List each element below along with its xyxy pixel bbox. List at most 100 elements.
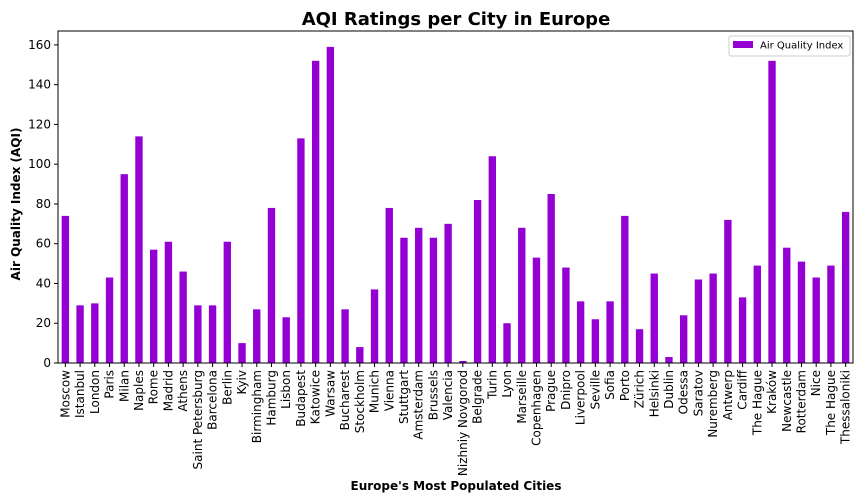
y-tick-label: 100: [28, 157, 51, 171]
x-tick-label: The Hague: [824, 370, 838, 436]
bar: [179, 271, 187, 363]
x-tick-label: Kyiv: [235, 370, 249, 395]
x-tick-label: Belgrade: [471, 370, 485, 424]
bar: [459, 361, 467, 363]
x-tick-label: Milan: [117, 370, 131, 402]
bar: [61, 215, 70, 363]
x-tick-label: Thessaloniki: [839, 370, 853, 445]
bar: [370, 289, 379, 363]
legend-swatch: [733, 41, 753, 48]
x-tick-label: Vienna: [382, 370, 396, 411]
x-tick-label: Naples: [132, 370, 146, 411]
bar: [650, 273, 658, 363]
bar: [267, 207, 276, 363]
x-tick-label: Moscow: [58, 370, 72, 418]
y-tick-label: 80: [36, 197, 51, 211]
bar: [297, 138, 305, 363]
y-tick-label: 0: [43, 356, 51, 370]
x-tick-label: Bucharest: [338, 370, 352, 431]
x-tick-label: Valencia: [441, 370, 455, 420]
x-tick-label: Rome: [147, 370, 161, 404]
y-tick-label: 120: [28, 117, 51, 131]
x-tick-label: Stuttgart: [397, 370, 411, 424]
bar: [783, 247, 791, 363]
bar: [532, 257, 541, 363]
y-tick-label: 40: [36, 276, 51, 290]
bar: [253, 309, 261, 363]
bar: [105, 277, 114, 363]
x-tick-label: Birmingham: [250, 370, 264, 443]
x-tick-label: Newcastle: [780, 370, 794, 432]
x-tick-label: Prague: [544, 370, 558, 412]
x-tick-label: Copenhagen: [529, 370, 543, 446]
x-tick-label: Barcelona: [206, 370, 220, 430]
legend: Air Quality Index: [728, 35, 851, 57]
x-tick-label: Lisbon: [279, 370, 293, 409]
x-tick-label: Stockholm: [353, 370, 367, 433]
x-tick-label: Nizhniy Novgorod: [456, 370, 470, 476]
x-tick-label: Zürich: [633, 370, 647, 408]
x-tick-label: Dublin: [662, 370, 676, 409]
bar: [326, 46, 335, 364]
bar: [135, 136, 143, 363]
x-tick-label: Seville: [588, 370, 602, 410]
bar: [473, 199, 482, 363]
x-tick-label: Nice: [809, 370, 823, 396]
bar: [208, 305, 217, 363]
bar: [562, 267, 570, 363]
bar: [547, 194, 555, 363]
x-tick-label: London: [88, 370, 102, 414]
x-tick-label: Marseille: [515, 370, 529, 424]
x-tick-label: Dnipro: [559, 370, 573, 410]
plot-frame: [57, 30, 854, 364]
legend-label: Air Quality Index: [760, 41, 843, 52]
bar: [76, 305, 84, 363]
y-tick-label: 60: [36, 237, 51, 251]
x-tick-label: Paris: [103, 370, 117, 399]
y-axis-label: Air Quality Index (AQI): [9, 128, 23, 281]
bar: [738, 297, 747, 363]
bar: [694, 279, 703, 363]
bar: [356, 347, 364, 363]
bar: [576, 301, 585, 363]
bar: [606, 301, 614, 363]
bar: [164, 241, 173, 363]
x-tick-label: Antwerp: [721, 370, 735, 420]
bar: [488, 156, 496, 363]
bar: [282, 317, 290, 363]
y-tick-label: 20: [36, 316, 51, 330]
bar: [753, 265, 761, 363]
x-tick-label: The Hague: [750, 370, 764, 436]
chart-title: AQI Ratings per City in Europe: [302, 9, 611, 30]
plot-area: 0 20 40 60 80 100 120 140 160 Moscow Istanbul Londo…: [28, 30, 854, 476]
bar: [621, 215, 629, 363]
y-tick-label: 160: [28, 38, 51, 52]
bar: [238, 343, 246, 363]
x-tick-label: Saratov: [691, 370, 705, 416]
bar: [120, 174, 128, 363]
bar: [341, 309, 349, 363]
x-tick-label: Berlin: [220, 370, 234, 405]
bar: [709, 273, 717, 363]
bar: [841, 211, 850, 363]
x-tick-label: Budapest: [294, 370, 308, 427]
x-tick-label: Kraków: [765, 370, 779, 414]
bar: [400, 237, 408, 363]
x-tick-label: Rotterdam: [794, 370, 808, 433]
x-tick-label: Istanbul: [73, 370, 87, 418]
bar: [311, 60, 320, 363]
x-tick-label: Katowice: [309, 370, 323, 424]
bar: [194, 305, 202, 363]
bar: [827, 265, 835, 363]
x-tick-label: Liverpool: [574, 370, 588, 425]
x-tick-label: Cardiff: [736, 369, 750, 409]
x-tick-label: Sofia: [603, 370, 617, 400]
legend-frame: [728, 35, 851, 57]
x-axis-label: Europe's Most Populated Cities: [351, 479, 562, 493]
x-tick-label: Athens: [176, 370, 190, 412]
x-tick-label: Turin: [485, 370, 499, 400]
bar: [680, 315, 688, 363]
bar: [768, 60, 776, 363]
